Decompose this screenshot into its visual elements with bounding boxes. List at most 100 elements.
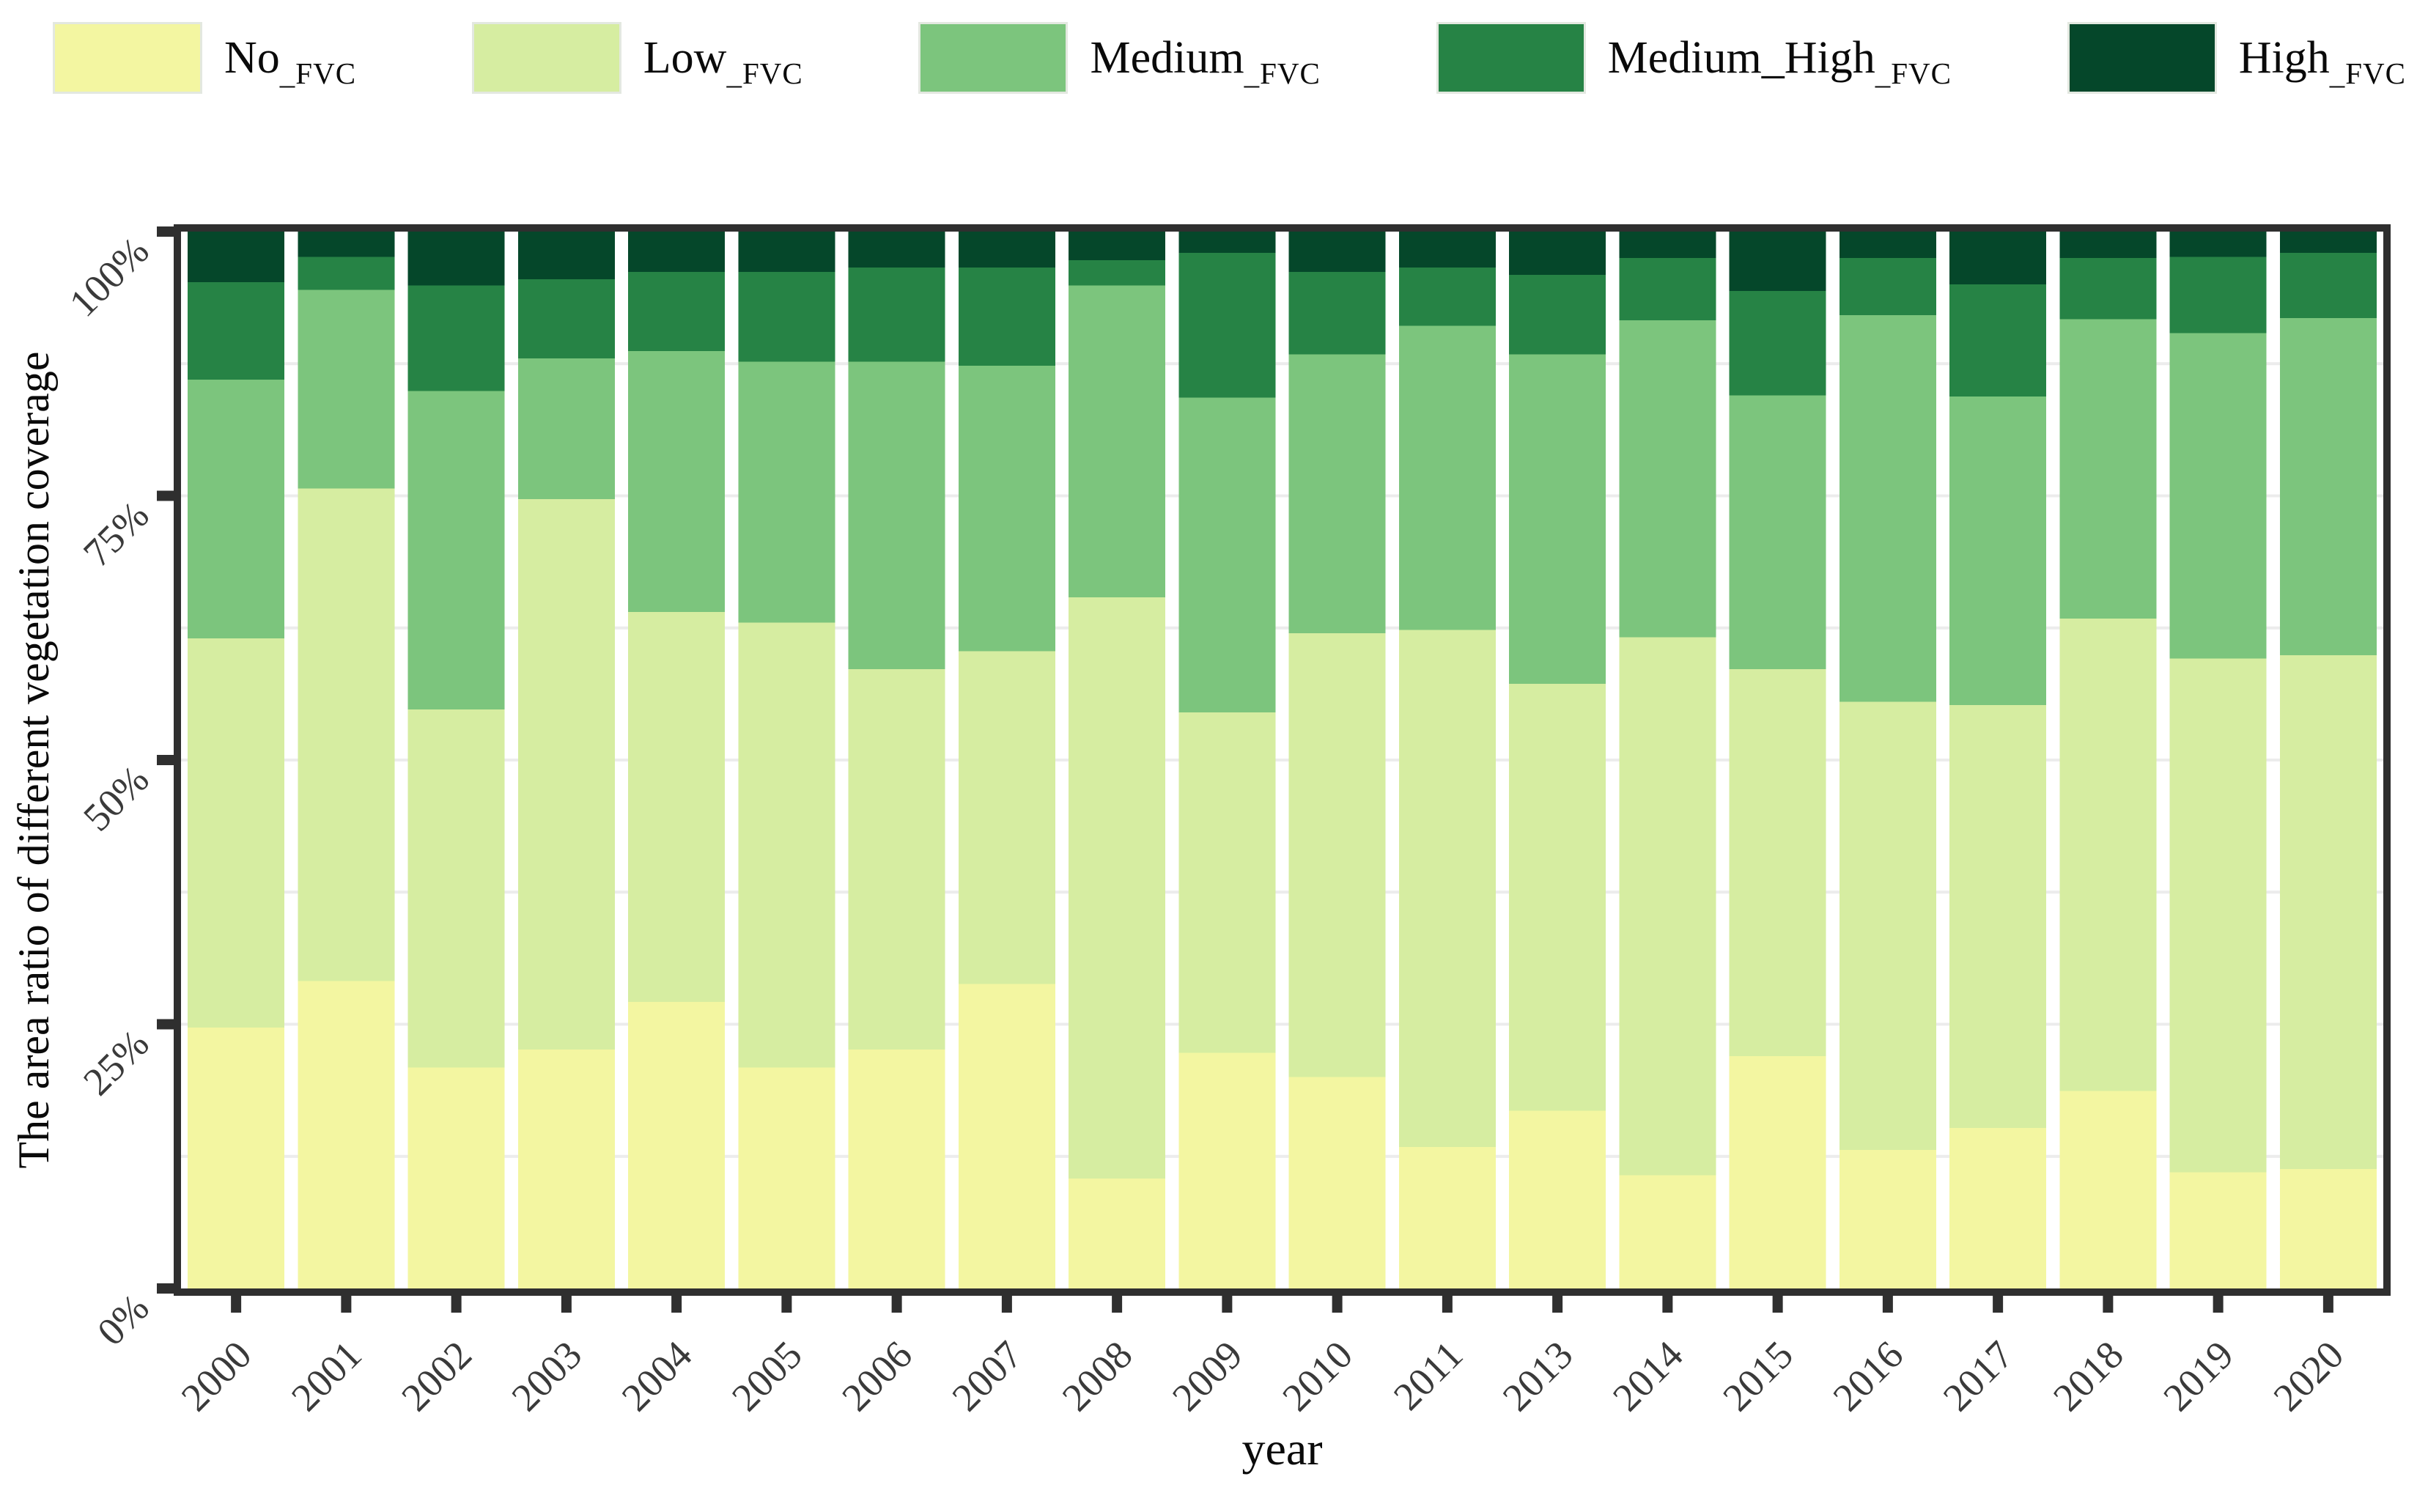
bar-segment-High_FVC (738, 232, 835, 272)
x-tick (1332, 1292, 1343, 1313)
bar-segment-Low_FVC (738, 622, 835, 1068)
bar-2000 (188, 232, 285, 1288)
bar-2010 (1288, 232, 1386, 1288)
legend-item-high-fvc: High_FVC (2067, 22, 2406, 94)
x-tick-label: 2018 (2045, 1332, 2132, 1420)
bar-segment-Medium_FVC (628, 350, 726, 613)
bar-segment-Medium_FVC (407, 391, 505, 709)
bar-segment-No_FVC (298, 981, 395, 1288)
bar-segment-Low_FVC (517, 498, 615, 1050)
bar-segment-Low_FVC (2059, 618, 2157, 1091)
bar-segment-Medium_FVC (517, 358, 615, 499)
bar-segment-No_FVC (958, 984, 1055, 1288)
x-tick (1112, 1292, 1123, 1313)
bar-segment-No_FVC (1398, 1146, 1496, 1288)
x-tick-label: 2015 (1714, 1332, 1801, 1420)
bar-segment-Medium_High_FVC (1839, 258, 1936, 315)
legend-label-sub: _FVC (2329, 56, 2406, 90)
x-tick-label: 2017 (1935, 1332, 2022, 1420)
bar-segment-No_FVC (1619, 1175, 1716, 1288)
bar-segment-High_FVC (1619, 232, 1716, 259)
legend-label-main: High (2238, 32, 2330, 83)
bar-segment-Low_FVC (628, 612, 726, 1003)
bar-segment-Medium_High_FVC (188, 282, 285, 380)
bar-2008 (1069, 232, 1166, 1288)
bar-segment-No_FVC (407, 1067, 505, 1288)
bar-segment-Low_FVC (1288, 633, 1386, 1077)
legend-label-no-fvc: No_FVC (224, 32, 356, 90)
bar-2001 (298, 232, 395, 1288)
bar-segment-Medium_High_FVC (2279, 252, 2377, 319)
bar-segment-High_FVC (628, 232, 726, 272)
bar-2007 (958, 232, 1055, 1288)
x-tick (1001, 1292, 1012, 1313)
x-tick-label: 2003 (503, 1332, 591, 1420)
bar-segment-High_FVC (848, 232, 945, 268)
x-axis-title: year (1241, 1423, 1322, 1475)
bar-segment-Medium_High_FVC (2059, 258, 2157, 320)
bar-segment-High_FVC (1509, 232, 1606, 276)
bar-segment-High_FVC (407, 232, 505, 286)
bar-segment-No_FVC (1069, 1179, 1166, 1288)
bar-segment-No_FVC (188, 1027, 285, 1288)
bar-segment-Medium_High_FVC (848, 268, 945, 362)
legend-label-main: Low (643, 32, 727, 83)
legend-item-no-fvc: No_FVC (53, 22, 356, 94)
bar-segment-Low_FVC (407, 709, 505, 1068)
x-tick (781, 1292, 792, 1313)
x-tick (2213, 1292, 2224, 1313)
legend-label-low-fvc: Low_FVC (643, 32, 803, 90)
bar-segment-Medium_High_FVC (1398, 268, 1496, 326)
bar-segment-No_FVC (1949, 1127, 2047, 1288)
x-tick (1772, 1292, 1783, 1313)
y-tick-label: 25% (75, 1022, 157, 1104)
y-tick-label: 75% (75, 493, 157, 575)
y-axis-title: The area ratio of different vegetation c… (10, 352, 58, 1169)
bar-segment-No_FVC (628, 1002, 726, 1288)
legend-label-sub: _FVC (1244, 56, 1321, 90)
x-tick (1442, 1292, 1453, 1313)
x-tick (2322, 1292, 2333, 1313)
legend-swatch-medium-fvc (918, 22, 1069, 94)
bar-segment-No_FVC (1288, 1077, 1386, 1288)
bar-segment-Low_FVC (848, 668, 945, 1050)
legend-label-high-fvc: High_FVC (2238, 32, 2406, 90)
bar-segment-Medium_High_FVC (958, 268, 1055, 366)
bar-2017 (1949, 232, 2047, 1288)
legend-swatch-no-fvc (53, 22, 202, 94)
bar-2004 (628, 232, 726, 1288)
bar-segment-Medium_High_FVC (1619, 258, 1716, 321)
x-tick-label: 2007 (944, 1332, 1031, 1420)
legend-label-sub: _FVC (279, 56, 357, 90)
y-tick (157, 226, 177, 237)
bar-segment-Medium_High_FVC (1069, 259, 1166, 286)
x-tick-label: 2006 (833, 1332, 920, 1420)
x-tick-label: 2010 (1274, 1332, 1361, 1420)
bar-2009 (1178, 232, 1276, 1288)
bar-segment-Medium_FVC (2059, 319, 2157, 619)
bar-segment-Medium_High_FVC (1729, 290, 1826, 396)
x-tick (1552, 1292, 1563, 1313)
x-tick-label: 2020 (2265, 1332, 2353, 1420)
bar-segment-Medium_FVC (2169, 333, 2267, 659)
x-tick-label: 2005 (723, 1332, 811, 1420)
bar-segment-Medium_High_FVC (407, 285, 505, 391)
legend-label-main: Medium (1090, 32, 1244, 83)
x-tick-label: 2001 (283, 1332, 370, 1420)
bar-segment-High_FVC (1398, 232, 1496, 268)
bar-segment-High_FVC (188, 232, 285, 283)
x-tick-label: 2000 (173, 1332, 260, 1420)
y-tick (157, 1283, 177, 1294)
y-tick-label: 0% (89, 1286, 157, 1354)
bar-2005 (738, 232, 835, 1288)
bar-segment-High_FVC (1839, 232, 1936, 259)
x-tick (1662, 1292, 1673, 1313)
bar-segment-Medium_FVC (1839, 314, 1936, 702)
bar-segment-High_FVC (2279, 232, 2377, 253)
y-axis: 0% 25% 50% 75% 100%The area ratio of differe… (10, 226, 177, 1354)
x-tick-label: 2016 (1825, 1332, 1912, 1420)
bar-segment-Medium_High_FVC (628, 271, 726, 351)
legend-label-sub: _FVC (1875, 56, 1952, 90)
x-tick (1222, 1292, 1233, 1313)
bar-segment-Medium_High_FVC (2169, 257, 2267, 333)
